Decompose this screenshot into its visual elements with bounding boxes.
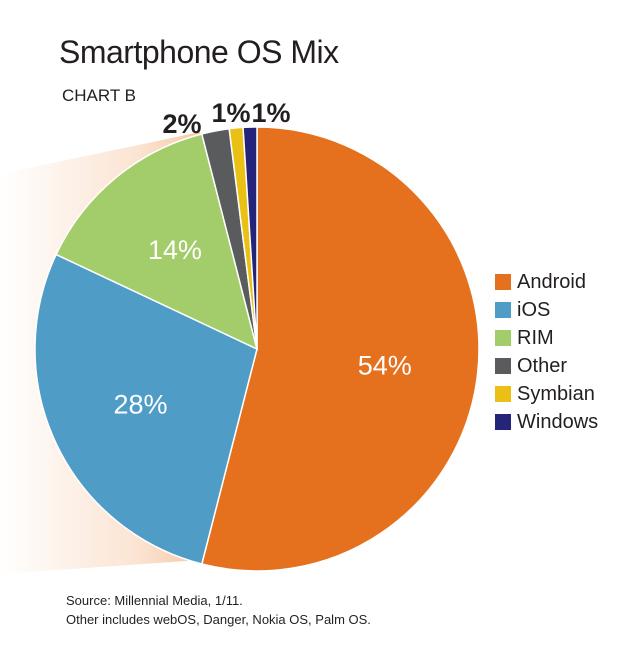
legend-label-rim: RIM — [517, 326, 554, 349]
legend-label-ios: iOS — [517, 298, 551, 321]
slice-label-windows: 1% — [251, 98, 290, 128]
legend-swatch-ios — [495, 302, 511, 318]
legend-swatch-rim — [495, 330, 511, 346]
legend-swatch-other — [495, 358, 511, 374]
slice-label-other: 2% — [162, 109, 201, 139]
legend-label-symbian: Symbian — [517, 382, 595, 405]
legend-item: Windows — [495, 408, 598, 436]
pie-labels: 54% 28% 14% 2% 1% 1% — [113, 98, 411, 419]
chart-title: Smartphone OS Mix — [59, 34, 339, 70]
slice-label-android: 54% — [358, 351, 412, 381]
chart-legend: Android iOS RIM Other Symbian Windows — [495, 268, 598, 436]
legend-item: Android — [495, 268, 598, 296]
legend-swatch-android — [495, 274, 511, 290]
source-line: Source: Millennial Media, 1/11. — [66, 593, 243, 608]
pie-slice-ios — [34, 253, 258, 565]
slice-label-symbian: 1% — [211, 98, 250, 128]
legend-item: RIM — [495, 324, 598, 352]
legend-label-windows: Windows — [517, 410, 599, 433]
slice-label-ios: 28% — [113, 389, 167, 419]
legend-item: iOS — [495, 296, 598, 324]
legend-swatch-windows — [495, 414, 511, 430]
legend-swatch-symbian — [495, 386, 511, 402]
source-note: Source: Millennial Media, 1/11. Other in… — [66, 591, 371, 629]
legend-label-android: Android — [517, 270, 586, 293]
slice-label-rim: 14% — [148, 235, 202, 265]
chart-subtitle: CHART B — [62, 86, 137, 105]
legend-label-other: Other — [517, 354, 568, 377]
legend-item: Symbian — [495, 380, 598, 408]
pie-slices — [34, 126, 480, 572]
legend-item: Other — [495, 352, 598, 380]
pie-slice-rim — [55, 133, 259, 351]
pie-slice-windows — [242, 126, 258, 350]
source-footnote: Other includes webOS, Danger, Nokia OS, … — [66, 612, 371, 627]
pie-slice-android — [200, 126, 480, 572]
